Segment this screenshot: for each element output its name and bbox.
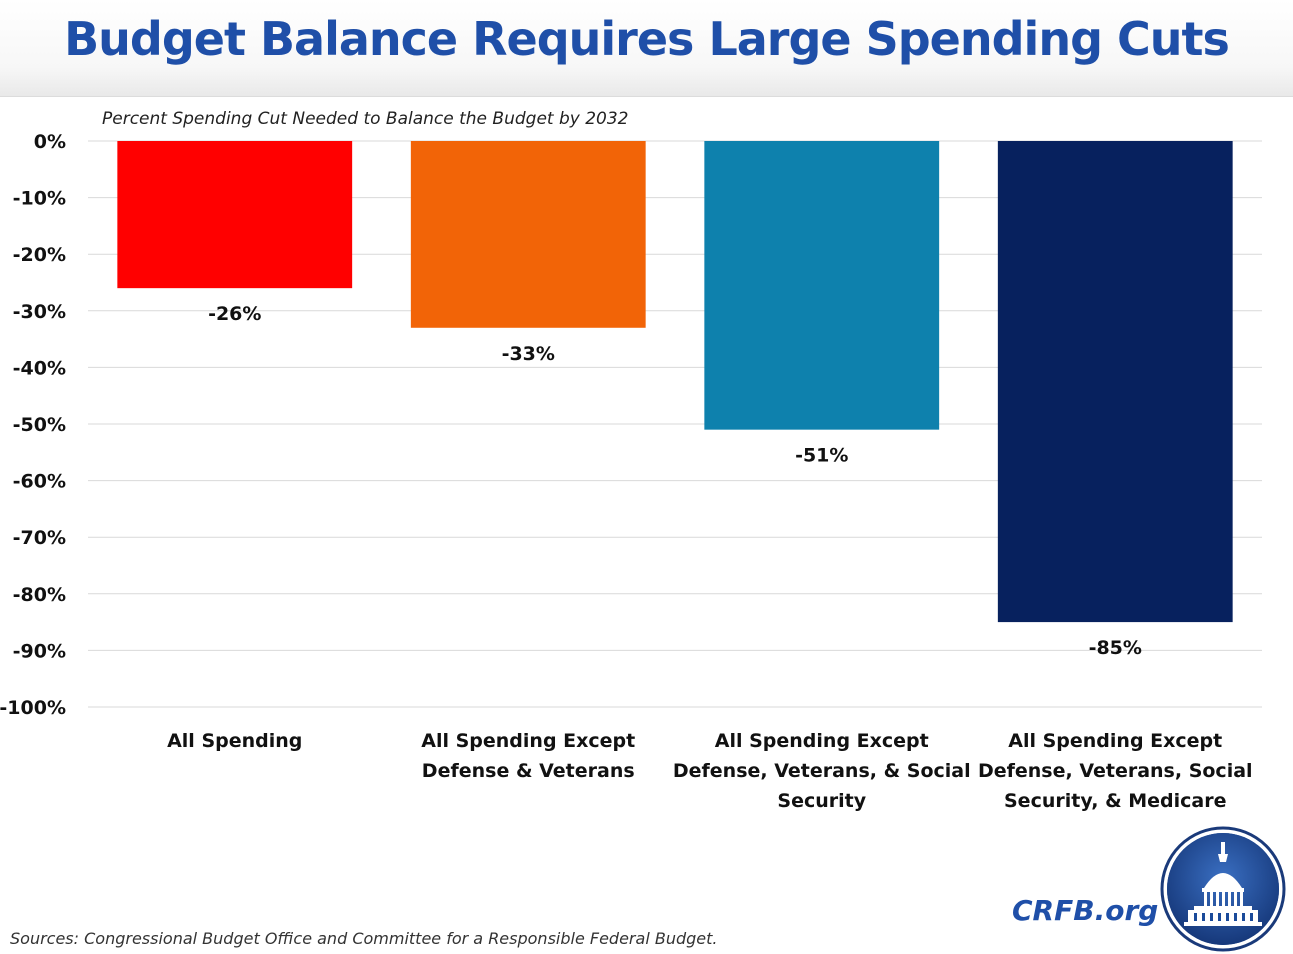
y-tick-label: -40% xyxy=(13,357,66,379)
y-tick-label: -50% xyxy=(13,414,66,436)
chart-subtitle: Percent Spending Cut Needed to Balance t… xyxy=(102,109,629,129)
bars xyxy=(117,141,1233,623)
x-category-label: All Spending Except xyxy=(421,730,635,752)
org-link[interactable]: CRFB.org xyxy=(1012,894,1159,927)
y-tick-label: -90% xyxy=(13,640,66,662)
x-category-label: Security xyxy=(777,790,866,812)
y-axis-ticks: 0% -10% -20% -30% -40% -50% -60% -70% -80% -90% -1… xyxy=(0,131,66,719)
y-tick-label: -60% xyxy=(13,471,66,493)
x-category-label: All Spending Except xyxy=(1008,730,1222,752)
bar xyxy=(410,141,646,328)
x-category-label: All Spending xyxy=(167,730,302,752)
title-band xyxy=(0,0,1293,97)
x-category-label: Defense & Veterans xyxy=(422,760,635,782)
capitol-dome-logo-icon xyxy=(1160,826,1286,952)
source-note: Sources: Congressional Budget Office and… xyxy=(10,929,718,948)
y-tick-label: -30% xyxy=(13,301,66,323)
page-title: Budget Balance Requires Large Spending C… xyxy=(64,12,1230,66)
bar xyxy=(117,141,353,289)
bar-value-label: -51% xyxy=(795,445,848,467)
y-tick-label: -10% xyxy=(13,188,66,210)
bar xyxy=(704,141,940,430)
y-tick-label: -100% xyxy=(0,697,66,719)
y-tick-label: 0% xyxy=(34,131,66,153)
y-tick-label: -20% xyxy=(13,244,66,266)
bar-value-label: -85% xyxy=(1089,637,1142,659)
x-category-label: Security, & Medicare xyxy=(1004,790,1227,812)
x-category-label: Defense, Veterans, Social xyxy=(978,760,1253,782)
bar-value-label: -26% xyxy=(208,303,261,325)
bar xyxy=(997,141,1233,623)
y-tick-label: -70% xyxy=(13,527,66,549)
x-category-label: Defense, Veterans, & Social xyxy=(673,760,971,782)
y-tick-label: -80% xyxy=(13,584,66,606)
bar-value-label: -33% xyxy=(502,343,555,365)
x-axis-categories: All Spending All Spending Except Defense &… xyxy=(167,730,1252,812)
x-category-label: All Spending Except xyxy=(715,730,929,752)
data-labels: -26% -33% -51% -85% xyxy=(208,303,1142,659)
